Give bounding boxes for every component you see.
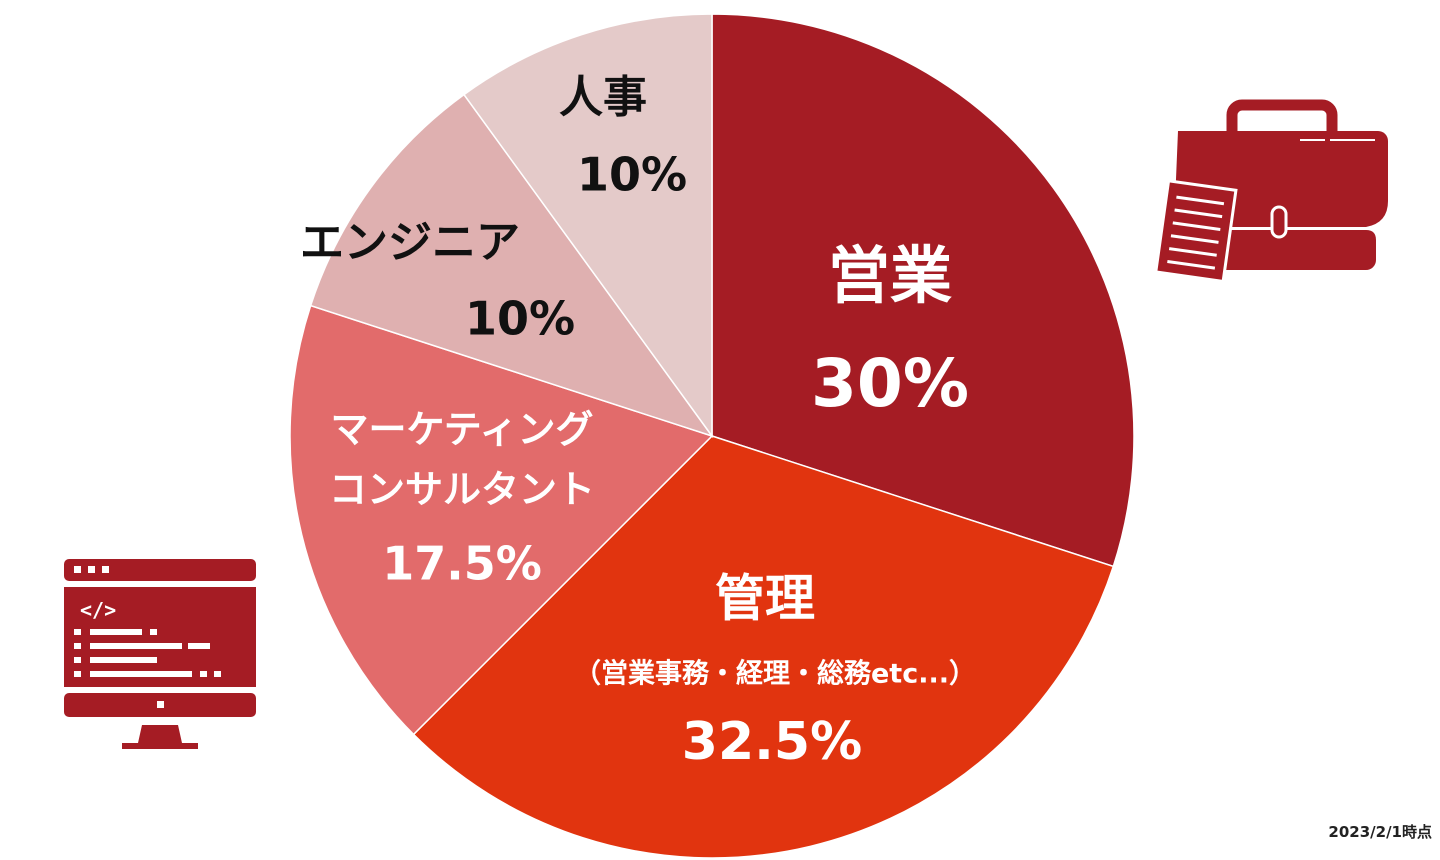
slice-label: エンジニア [300,217,520,268]
slice-label: 営業 [828,239,952,312]
slice-sublabel: （営業事務・経理・総務etc...） [574,658,976,690]
slice-value-label: 30% [811,345,969,422]
slice-label: 人事 [559,72,647,123]
slice-value-label: 10% [465,292,575,346]
svg-text:</>: </> [80,598,116,622]
slice-value-label: 17.5% [382,537,542,591]
slice-label: コンサルタント [329,468,595,512]
slice-label: 管理 [715,570,815,628]
pie-slice [289,304,714,736]
briefcase-icon [1154,99,1388,284]
slice-value-label: 32.5% [682,712,862,772]
pie-slice [462,13,713,439]
pie-slice [412,435,1115,859]
footnote-date: 2023/2/1時点 [1328,823,1432,841]
pie-slice [711,13,1135,568]
slice-label: マーケティング [331,408,594,452]
pie-slice [309,93,714,438]
slice-value-label: 10% [577,148,687,202]
computer-code-icon: </> [64,559,256,749]
